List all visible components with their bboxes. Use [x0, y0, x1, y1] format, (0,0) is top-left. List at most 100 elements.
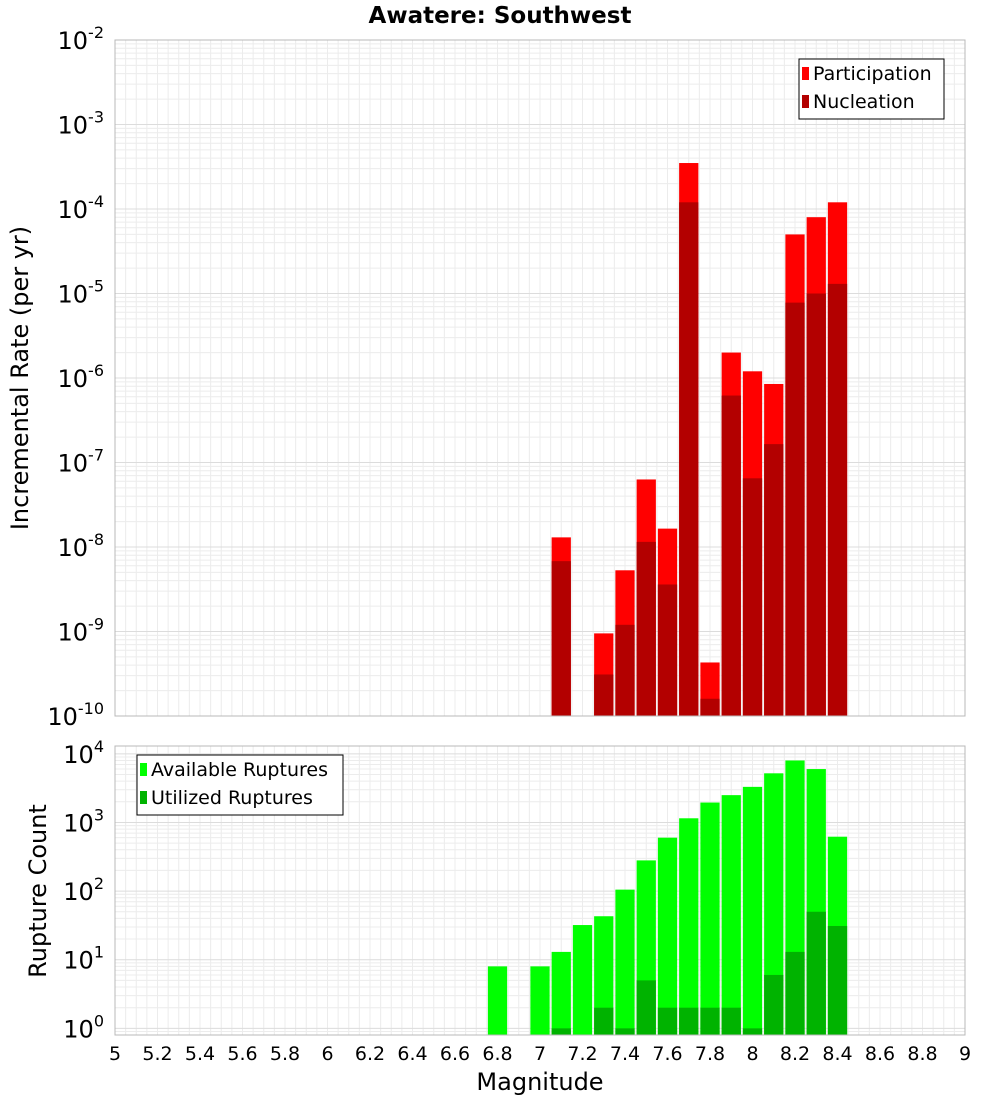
rupture-count-y-axis-label: Rupture Count	[24, 804, 52, 978]
rate-bar-secondary	[742, 478, 763, 716]
y-tick-label: 10-7	[58, 446, 105, 478]
count-bar-primary	[764, 773, 784, 1035]
rupture-count-panel: 100 101 102 103 104 5 5.2 5.4 5.6 5.8 6 6.2 6.4 6.6 6…	[24, 737, 971, 1096]
rate-bar-secondary	[594, 674, 614, 716]
x-tick-label: 6	[321, 1043, 333, 1065]
count-bar-primary	[657, 837, 678, 1035]
y-tick-label: 102	[63, 874, 104, 906]
count-bar-secondary	[700, 1007, 720, 1035]
count-bar-primary	[530, 966, 550, 1035]
legend-label: Participation	[813, 63, 932, 85]
x-tick-label: 8.8	[907, 1043, 937, 1065]
count-bar-secondary	[721, 1007, 741, 1035]
legend-swatch	[802, 95, 809, 108]
x-tick-label: 5.6	[227, 1043, 257, 1065]
y-tick-label: 10-4	[58, 192, 105, 224]
x-tick-label: 8	[746, 1043, 758, 1065]
y-tick-label: 100	[63, 1011, 104, 1043]
rate-bar-secondary	[785, 302, 805, 716]
count-bar-primary	[551, 951, 571, 1035]
count-bar-primary	[742, 786, 763, 1035]
rate-bar-secondary	[615, 624, 635, 716]
count-bar-secondary	[636, 980, 656, 1035]
count-bar-primary	[679, 818, 699, 1035]
magnitude-x-ticks: 5 5.2 5.4 5.6 5.8 6 6.2 6.4 6.6 6.8 7 7.2 7.4 7.6 7.8 8…	[109, 1043, 971, 1065]
x-tick-label: 6.4	[397, 1043, 427, 1065]
legend-label: Nucleation	[813, 91, 915, 113]
y-tick-label: 10-5	[58, 277, 105, 309]
x-tick-label: 8.4	[822, 1043, 852, 1065]
x-axis-label: Magnitude	[476, 1068, 603, 1096]
count-bar-secondary	[551, 1028, 571, 1035]
rate-bar-secondary	[700, 698, 720, 716]
count-bar-secondary	[679, 1007, 699, 1035]
rate-plot-legend: Participation Nucleation	[798, 58, 945, 120]
legend-box	[136, 754, 344, 816]
rate-bar-secondary	[827, 283, 848, 716]
rate-bar-secondary	[636, 541, 656, 716]
rate-bar-secondary	[721, 395, 741, 716]
y-tick-label: 104	[63, 737, 104, 769]
y-tick-label: 103	[63, 805, 104, 837]
x-tick-label: 6.2	[355, 1043, 385, 1065]
rate-bar-secondary	[551, 561, 571, 716]
y-tick-label: 10-9	[58, 615, 105, 647]
y-tick-label: 10-8	[58, 530, 105, 562]
x-tick-label: 7.6	[652, 1043, 682, 1065]
count-bar-secondary	[657, 1007, 678, 1035]
rupture-count-legend: Available Ruptures Utilized Ruptures	[136, 754, 344, 816]
y-tick-label: 10-2	[58, 23, 105, 55]
x-tick-label: 7	[534, 1043, 546, 1065]
y-tick-label: 101	[63, 943, 104, 975]
rate-bar-secondary	[679, 202, 699, 716]
rate-bar-secondary	[806, 293, 826, 716]
legend-label: Available Ruptures	[151, 759, 328, 781]
count-bar-primary	[572, 925, 593, 1035]
x-tick-label: 6.6	[440, 1043, 470, 1065]
count-bar-secondary	[615, 1028, 635, 1035]
count-bar-secondary	[764, 974, 784, 1035]
x-tick-label: 5.4	[185, 1043, 215, 1065]
rate-bar-secondary	[657, 584, 678, 716]
x-tick-label: 6.8	[482, 1043, 512, 1065]
count-bar-primary	[487, 966, 508, 1035]
rate-plot-y-axis-label: Incremental Rate (per yr)	[6, 226, 34, 530]
y-tick-label: 10-6	[58, 361, 105, 393]
legend-swatch	[140, 763, 147, 776]
rate-plot-panel: 10-10 10-9 10-8 10-7 10-6 10-5 10-4 10-3 10-2 In…	[6, 23, 966, 731]
rate-plot-y-ticks: 10-10 10-9 10-8 10-7 10-6 10-5 10-4 10-3 10-2	[47, 23, 104, 731]
count-bar-secondary	[742, 1028, 763, 1035]
legend-swatch	[802, 67, 809, 80]
rate-plot-grid	[114, 39, 966, 717]
count-bar-secondary	[594, 1007, 614, 1035]
count-bar-secondary	[806, 911, 826, 1035]
count-bar-primary	[615, 889, 635, 1035]
rate-bar-secondary	[764, 444, 784, 716]
x-tick-label: 7.8	[695, 1043, 725, 1065]
rate-plot-frame	[114, 39, 966, 717]
x-tick-label: 9	[959, 1043, 971, 1065]
rupture-count-frame	[114, 745, 966, 1036]
x-tick-label: 7.2	[567, 1043, 597, 1065]
y-tick-label: 10-3	[58, 108, 105, 140]
rate-plot-bars	[551, 163, 848, 717]
count-bar-secondary	[785, 951, 805, 1035]
count-bar-primary	[721, 795, 741, 1035]
y-tick-label: 10-10	[47, 699, 104, 731]
legend-swatch	[140, 791, 147, 804]
x-tick-label: 5.2	[142, 1043, 172, 1065]
count-bar-primary	[700, 802, 720, 1035]
rupture-count-bars	[487, 760, 848, 1035]
x-tick-label: 8.6	[865, 1043, 895, 1065]
rupture-count-y-ticks: 100 101 102 103 104	[63, 737, 104, 1044]
count-bar-secondary	[827, 925, 848, 1035]
x-tick-label: 5	[109, 1043, 121, 1065]
legend-box	[798, 58, 945, 120]
legend-label: Utilized Ruptures	[151, 787, 313, 809]
x-tick-label: 7.4	[610, 1043, 640, 1065]
x-tick-label: 5.8	[270, 1043, 300, 1065]
x-tick-label: 8.2	[780, 1043, 810, 1065]
chart-title: Awatere: Southwest	[369, 3, 632, 29]
